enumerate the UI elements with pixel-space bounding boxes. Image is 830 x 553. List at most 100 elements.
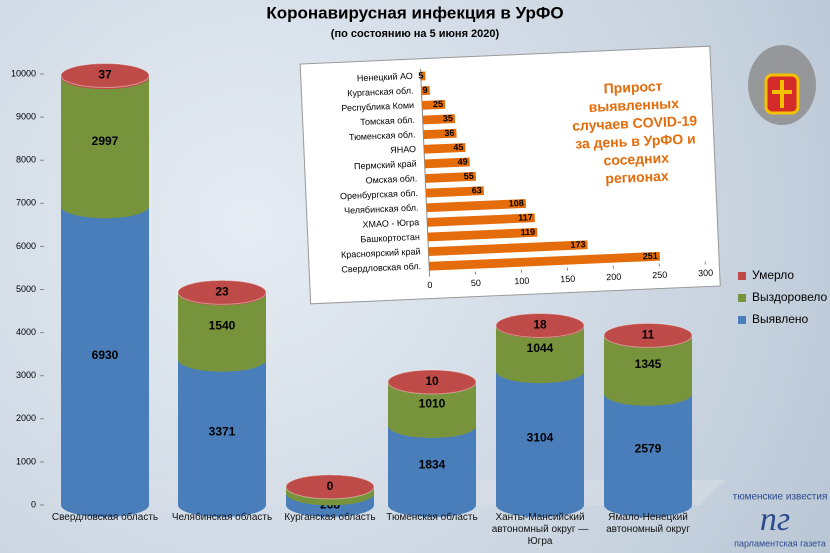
bar-segment bbox=[61, 65, 149, 219]
bar-cap bbox=[177, 279, 267, 305]
y-tick-label: Челябинская обл. bbox=[344, 203, 419, 216]
bar-segment bbox=[496, 359, 584, 517]
x-tick-label: Тюменская область bbox=[386, 512, 478, 523]
value-label: 3371 bbox=[209, 425, 236, 439]
value-label: 1345 bbox=[635, 357, 662, 371]
legend-label: Выявлено bbox=[752, 312, 809, 326]
value-label: 25 bbox=[433, 99, 443, 109]
bar-cap bbox=[387, 369, 477, 395]
bar bbox=[427, 227, 538, 242]
bar bbox=[427, 213, 535, 227]
value-label: 35 bbox=[443, 113, 453, 123]
bar-segment bbox=[178, 281, 266, 372]
value-label: 108 bbox=[509, 198, 524, 209]
bar-cap bbox=[60, 63, 150, 89]
bar-segment bbox=[178, 347, 266, 517]
y-tick-label: Омская обл. bbox=[365, 173, 417, 185]
bar bbox=[424, 157, 470, 169]
bar-cap bbox=[285, 474, 375, 500]
y-tick-label: 8000 bbox=[16, 155, 36, 165]
bar bbox=[425, 186, 485, 198]
y-tick-label: 3000 bbox=[16, 370, 36, 380]
value-label: 49 bbox=[457, 156, 467, 166]
y-tick-label: 7000 bbox=[16, 198, 36, 208]
chart-subtitle: (по состоянию на 5 июня 2020) bbox=[331, 28, 500, 40]
y-tick-label: 1000 bbox=[16, 456, 36, 466]
bar bbox=[420, 71, 426, 81]
chart-title: Коронавирусная инфекция в УрФО bbox=[266, 3, 563, 22]
x-tick-label: 0 bbox=[427, 280, 432, 290]
y-tick-label: Красноярский край bbox=[341, 246, 421, 259]
bar bbox=[428, 240, 588, 257]
y-tick-label: ХМАО - Югра bbox=[362, 217, 419, 229]
bar-segment bbox=[61, 194, 149, 517]
y-tick-label: 6000 bbox=[16, 241, 36, 251]
bar bbox=[422, 114, 456, 125]
x-tick-label: Свердловская область bbox=[51, 512, 159, 523]
x-tick-label: 100 bbox=[514, 276, 529, 287]
value-label: 2997 bbox=[92, 134, 119, 148]
y-tick-label: Республика Коми bbox=[341, 100, 414, 113]
bar bbox=[421, 86, 430, 96]
value-label: 6930 bbox=[92, 348, 119, 362]
value-label: 55 bbox=[464, 171, 474, 181]
bar bbox=[423, 128, 457, 140]
x-tick-label: Курганская область bbox=[284, 512, 376, 523]
y-tick-label: 5000 bbox=[16, 284, 36, 294]
value-label: 36 bbox=[444, 128, 454, 138]
bar bbox=[428, 251, 661, 271]
value-label: 3104 bbox=[527, 430, 554, 444]
y-tick-label: Тюменская обл. bbox=[349, 129, 416, 142]
inset-frame bbox=[299, 45, 721, 305]
y-tick-label: Башкортостан bbox=[360, 232, 420, 245]
value-label: 1540 bbox=[209, 319, 236, 333]
y-tick-label: 9000 bbox=[16, 111, 36, 121]
value-label: 23 bbox=[215, 285, 229, 299]
bar-cap bbox=[603, 322, 693, 348]
y-tick-label: 2000 bbox=[16, 413, 36, 423]
inset-title: Прирост выявленных случаев COVID-19 за д… bbox=[571, 77, 698, 187]
value-label: 18 bbox=[533, 318, 547, 332]
newspaper-logo: тюменские известия пг парламентская газе… bbox=[733, 492, 828, 549]
bar-segment bbox=[604, 381, 692, 517]
x-tick-label: Ямало-Ненецкий автономный округ bbox=[606, 512, 690, 535]
main-plot: 0100020003000400050006000700080009000100… bbox=[11, 63, 828, 517]
value-label: 173 bbox=[570, 239, 585, 250]
legend-swatch bbox=[738, 272, 746, 280]
value-label: 1044 bbox=[527, 341, 554, 355]
value-label: 1834 bbox=[419, 458, 446, 472]
value-label: 9 bbox=[422, 85, 427, 95]
emblem bbox=[748, 45, 816, 125]
y-tick-label: 4000 bbox=[16, 327, 36, 337]
brand-top: тюменские известия bbox=[733, 492, 828, 503]
inset-chart: 0 50 100 150 200 250 300 Ненецкий АО 5 Курганская… bbox=[299, 45, 721, 305]
y-tick-label: 10000 bbox=[11, 68, 36, 78]
value-label: 1010 bbox=[419, 396, 446, 410]
y-tick-label: Пермский край bbox=[354, 159, 417, 172]
legend-swatch bbox=[738, 316, 746, 324]
x-tick-label: 300 bbox=[698, 268, 713, 279]
legend-label: Выздоровело bbox=[752, 290, 828, 304]
y-tick-label: Свердловская обл. bbox=[341, 261, 421, 274]
x-tick-label: Ханты-Мансийский автономный округ — Югра bbox=[491, 512, 589, 547]
value-label: 45 bbox=[453, 142, 463, 152]
brand-bottom: парламентская газета bbox=[734, 538, 826, 548]
y-tick-label: Оренбургская обл. bbox=[340, 188, 418, 201]
x-tick-label: 150 bbox=[560, 274, 575, 285]
bar bbox=[421, 99, 446, 110]
value-label: 63 bbox=[472, 185, 482, 195]
x-tick-label: 200 bbox=[606, 272, 621, 283]
y-tick-label: ЯНАО bbox=[390, 144, 416, 155]
y-tick-label: Ненецкий АО bbox=[357, 71, 413, 83]
y-tick-label: 0 bbox=[31, 499, 36, 509]
value-label: 251 bbox=[643, 251, 658, 262]
value-label: 5 bbox=[418, 70, 423, 80]
legend-label: Умерло bbox=[752, 268, 794, 282]
y-tick-label: Курганская обл. bbox=[347, 85, 414, 98]
value-label: 0 bbox=[327, 479, 334, 493]
x-tick-label: Челябинская область bbox=[171, 512, 273, 523]
bar bbox=[423, 143, 466, 154]
bar-cap bbox=[495, 312, 585, 338]
legend-swatch bbox=[738, 294, 746, 302]
